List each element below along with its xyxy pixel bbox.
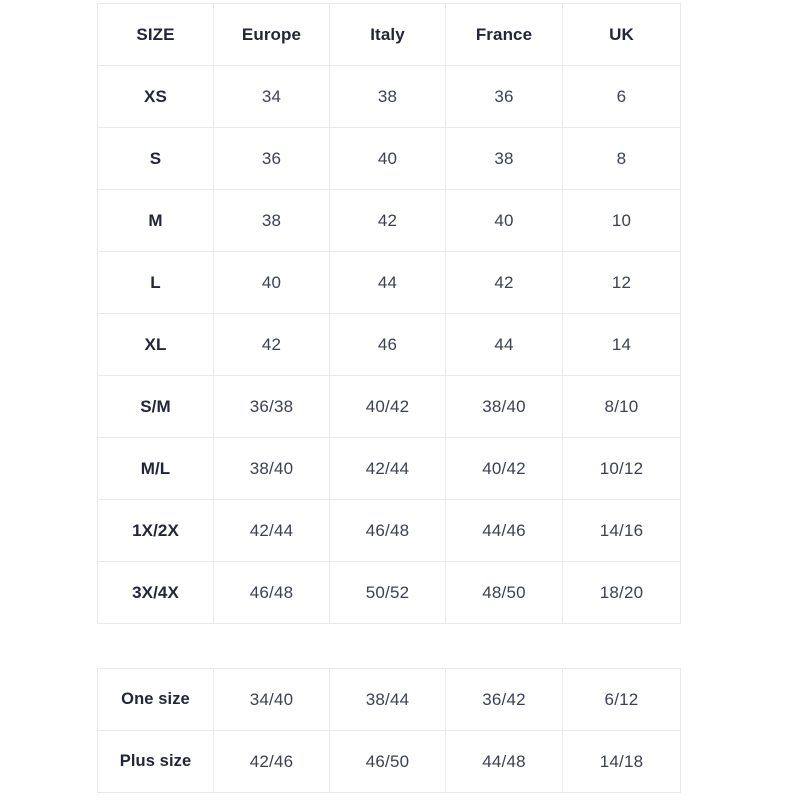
cell-italy: 46 — [329, 313, 446, 376]
cell-uk: 18/20 — [562, 561, 681, 624]
cell-uk: 10 — [562, 189, 681, 252]
table-body: XS 34 38 36 6 S 36 40 38 8 M 38 42 40 10 — [97, 65, 681, 624]
cell-europe: 40 — [213, 251, 330, 314]
table-row: M/L 38/40 42/44 40/42 10/12 — [97, 437, 681, 500]
table-row: Plus size 42/46 46/50 44/48 14/18 — [97, 730, 681, 793]
cell-uk: 8/10 — [562, 375, 681, 438]
column-header-uk: UK — [562, 3, 681, 66]
cell-italy: 46/48 — [329, 499, 446, 562]
cell-italy: 50/52 — [329, 561, 446, 624]
cell-italy: 38 — [329, 65, 446, 128]
column-header-italy: Italy — [329, 3, 446, 66]
cell-europe: 36/38 — [213, 375, 330, 438]
cell-france: 38/40 — [445, 375, 563, 438]
table-row: XS 34 38 36 6 — [97, 65, 681, 128]
table-row: S/M 36/38 40/42 38/40 8/10 — [97, 375, 681, 438]
cell-france: 44/46 — [445, 499, 563, 562]
table-row: M 38 42 40 10 — [97, 189, 681, 252]
column-header-europe: Europe — [213, 3, 330, 66]
cell-italy: 42/44 — [329, 437, 446, 500]
table-row: One size 34/40 38/44 36/42 6/12 — [97, 668, 681, 731]
table-row: 3X/4X 46/48 50/52 48/50 18/20 — [97, 561, 681, 624]
cell-europe: 34 — [213, 65, 330, 128]
cell-uk: 14/16 — [562, 499, 681, 562]
row-label-s-m: S/M — [97, 375, 214, 438]
cell-uk: 14/18 — [562, 730, 681, 793]
one-size-table-body: One size 34/40 38/44 36/42 6/12 Plus siz… — [97, 668, 681, 793]
cell-italy: 42 — [329, 189, 446, 252]
cell-france: 40 — [445, 189, 563, 252]
cell-uk: 14 — [562, 313, 681, 376]
row-label-xl: XL — [97, 313, 214, 376]
row-label-s: S — [97, 127, 214, 190]
cell-europe: 38 — [213, 189, 330, 252]
cell-italy: 40/42 — [329, 375, 446, 438]
cell-france: 44/48 — [445, 730, 563, 793]
column-header-size: SIZE — [97, 3, 214, 66]
table-row: XL 42 46 44 14 — [97, 313, 681, 376]
cell-europe: 42/46 — [213, 730, 330, 793]
cell-uk: 8 — [562, 127, 681, 190]
cell-france: 36/42 — [445, 668, 563, 731]
cell-uk: 12 — [562, 251, 681, 314]
cell-uk: 10/12 — [562, 437, 681, 500]
cell-europe: 34/40 — [213, 668, 330, 731]
cell-france: 38 — [445, 127, 563, 190]
row-label-3x-4x: 3X/4X — [97, 561, 214, 624]
column-header-france: France — [445, 3, 563, 66]
row-label-m: M — [97, 189, 214, 252]
row-label-plus-size: Plus size — [97, 730, 214, 793]
cell-uk: 6 — [562, 65, 681, 128]
cell-france: 42 — [445, 251, 563, 314]
cell-italy: 38/44 — [329, 668, 446, 731]
size-conversion-table: SIZE Europe Italy France UK XS 34 38 36 … — [97, 3, 681, 624]
cell-france: 48/50 — [445, 561, 563, 624]
cell-italy: 46/50 — [329, 730, 446, 793]
one-size-conversion-table: One size 34/40 38/44 36/42 6/12 Plus siz… — [97, 668, 681, 793]
row-label-m-l: M/L — [97, 437, 214, 500]
cell-italy: 44 — [329, 251, 446, 314]
row-label-xs: XS — [97, 65, 214, 128]
cell-europe: 46/48 — [213, 561, 330, 624]
table-header: SIZE Europe Italy France UK — [97, 3, 681, 66]
table-header-row: SIZE Europe Italy France UK — [97, 3, 681, 66]
cell-france: 36 — [445, 65, 563, 128]
row-label-1x-2x: 1X/2X — [97, 499, 214, 562]
cell-france: 44 — [445, 313, 563, 376]
row-label-l: L — [97, 251, 214, 314]
table-row: 1X/2X 42/44 46/48 44/46 14/16 — [97, 499, 681, 562]
table-row: L 40 44 42 12 — [97, 251, 681, 314]
cell-europe: 42 — [213, 313, 330, 376]
cell-europe: 38/40 — [213, 437, 330, 500]
cell-uk: 6/12 — [562, 668, 681, 731]
row-label-one-size: One size — [97, 668, 214, 731]
cell-italy: 40 — [329, 127, 446, 190]
cell-europe: 36 — [213, 127, 330, 190]
cell-europe: 42/44 — [213, 499, 330, 562]
cell-france: 40/42 — [445, 437, 563, 500]
table-row: S 36 40 38 8 — [97, 127, 681, 190]
